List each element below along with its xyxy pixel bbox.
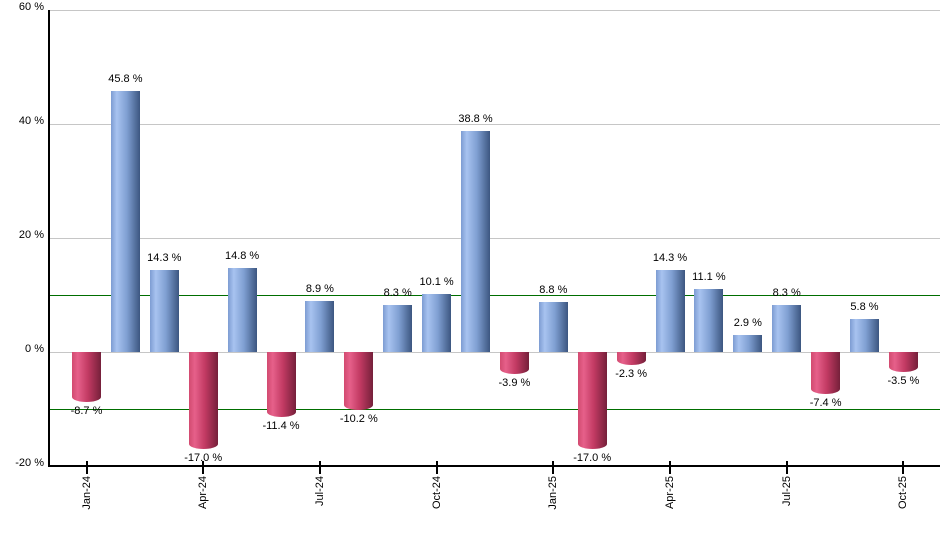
threshold-line	[49, 409, 940, 410]
x-tick-mark	[85, 461, 88, 474]
bar-value-label: -2.3 %	[615, 368, 647, 381]
x-tick-mark	[785, 461, 788, 474]
bar	[188, 352, 218, 449]
bar	[850, 318, 879, 352]
bar-value-label: 10.1 %	[419, 276, 454, 289]
bar-value-label: -7.4 %	[809, 397, 842, 410]
bar	[733, 335, 763, 352]
y-tick-label: 0 %	[25, 343, 44, 355]
bar-value-label: 2.9 %	[733, 317, 762, 330]
bar	[227, 267, 257, 352]
bar	[694, 288, 724, 352]
bar-value-label: 5.8 %	[850, 300, 879, 313]
x-tick-label: Oct-24	[430, 476, 443, 510]
x-tick-mark	[435, 461, 438, 474]
x-tick-label: Jan-25	[547, 476, 560, 510]
x-tick-mark	[202, 461, 205, 474]
bar	[577, 352, 607, 449]
bar	[383, 304, 413, 352]
bar-value-label: 8.3 %	[772, 286, 801, 299]
x-axis-line	[48, 465, 940, 467]
x-tick-label: Apr-25	[664, 476, 676, 510]
y-tick-label: 20 %	[18, 229, 44, 241]
y-tick-label: 60 %	[18, 1, 44, 13]
x-tick-label: Oct-25	[897, 476, 910, 510]
y-axis-line	[48, 10, 50, 467]
bar-value-label: 38.8 %	[458, 112, 493, 125]
bar-value-label: 14.3 %	[147, 252, 182, 265]
x-tick-mark	[552, 461, 555, 474]
bar	[305, 301, 335, 352]
x-tick-mark	[902, 461, 905, 474]
threshold-line	[49, 295, 940, 296]
bar-value-label: -3.9 %	[498, 377, 531, 390]
x-tick-mark	[318, 461, 321, 474]
bar-value-label: 14.3 %	[652, 252, 688, 265]
y-tick-label: 40 %	[18, 115, 44, 127]
bar-value-label: -10.2 %	[339, 413, 378, 426]
bar	[772, 304, 802, 352]
bar	[655, 270, 685, 352]
bar-value-label: -8.7 %	[70, 404, 103, 417]
bar-value-label: 14.8 %	[224, 249, 260, 262]
bar	[149, 270, 179, 352]
x-tick-mark	[669, 461, 671, 474]
bar	[266, 352, 296, 417]
bar	[110, 90, 140, 352]
y-tick-label: -20 %	[15, 457, 44, 469]
bar	[499, 352, 529, 375]
bar	[72, 352, 101, 402]
gridline	[49, 10, 940, 11]
bar	[422, 294, 452, 352]
bar-value-label: 8.3 %	[383, 286, 412, 299]
bar-value-label: 8.9 %	[305, 283, 334, 296]
gridline	[49, 238, 940, 239]
bar-value-label: -11.4 %	[262, 419, 300, 432]
bar-value-label: -17.0 %	[184, 451, 223, 464]
gridline	[49, 124, 940, 125]
x-tick-label: Jan-24	[80, 476, 93, 510]
bar	[538, 301, 568, 352]
bar	[461, 130, 490, 352]
bar	[811, 352, 841, 395]
x-tick-label: Apr-24	[197, 476, 210, 510]
bar-value-label: 11.1 %	[692, 270, 726, 283]
bar	[616, 352, 646, 366]
bar-value-label: -17.0 %	[573, 451, 612, 464]
bar-value-label: 45.8 %	[108, 72, 143, 85]
bar-value-label: 8.8 %	[539, 283, 568, 296]
bar	[888, 352, 918, 372]
gridline	[49, 352, 940, 353]
bar	[344, 352, 374, 411]
x-tick-label: Jul-24	[313, 476, 326, 506]
x-tick-label: Jul-25	[780, 476, 793, 506]
bar-value-label: -3.5 %	[887, 374, 920, 387]
